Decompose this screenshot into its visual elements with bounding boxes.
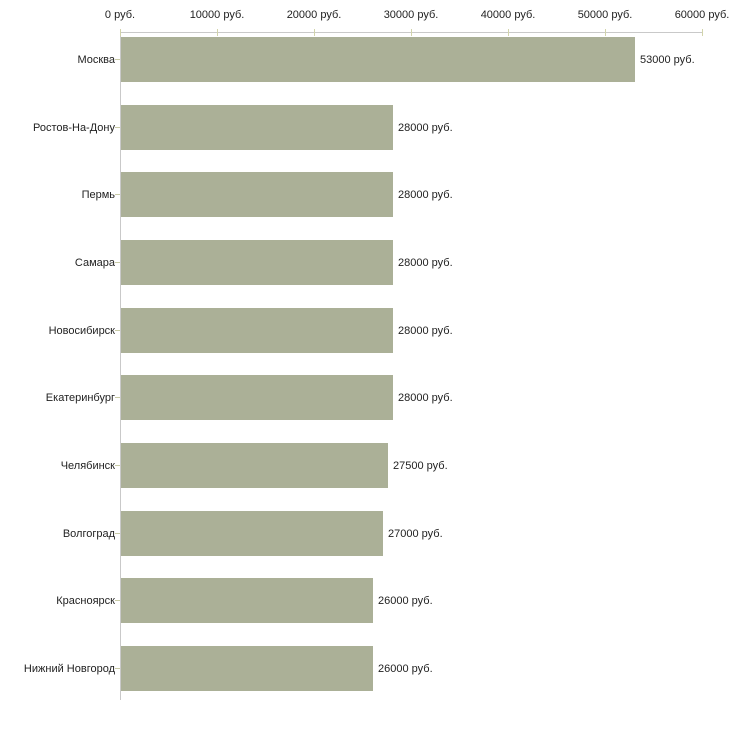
bar xyxy=(121,172,393,217)
y-axis-line xyxy=(120,32,121,700)
category-label: Волгоград xyxy=(62,527,115,540)
bar-value-label: 28000 руб. xyxy=(398,256,453,269)
category-tick xyxy=(115,668,120,669)
category-tick xyxy=(115,533,120,534)
x-axis-tick xyxy=(217,29,218,36)
category-label: Москва xyxy=(77,53,115,66)
category-tick xyxy=(115,127,120,128)
x-axis-tick xyxy=(120,29,121,36)
category-label: Челябинск xyxy=(60,459,115,472)
bar xyxy=(121,375,393,420)
x-axis-tick xyxy=(411,29,412,36)
bar-value-label: 28000 руб. xyxy=(398,324,453,337)
category-label: Красноярск xyxy=(56,594,115,607)
x-axis-tick-label: 10000 руб. xyxy=(189,9,245,21)
x-axis-tick xyxy=(508,29,509,36)
x-axis-tick xyxy=(605,29,606,36)
category-label: Ростов-На-Дону xyxy=(32,121,115,134)
category-tick xyxy=(115,59,120,60)
bar-value-label: 26000 руб. xyxy=(378,662,433,675)
bar xyxy=(121,105,393,150)
bar xyxy=(121,578,373,623)
x-axis-tick-label: 20000 руб. xyxy=(286,9,342,21)
category-label: Самара xyxy=(74,256,115,269)
bar xyxy=(121,308,393,353)
x-axis-tick xyxy=(314,29,315,36)
bar xyxy=(121,443,388,488)
category-label: Нижний Новгород xyxy=(23,662,115,675)
x-axis-tick-label: 0 руб. xyxy=(104,9,136,21)
x-axis-tick-label: 50000 руб. xyxy=(577,9,633,21)
bar xyxy=(121,37,635,82)
bar-value-label: 27500 руб. xyxy=(393,459,448,472)
category-tick xyxy=(115,262,120,263)
category-label: Екатеринбург xyxy=(45,391,115,404)
category-tick xyxy=(115,600,120,601)
category-tick xyxy=(115,194,120,195)
bar-value-label: 53000 руб. xyxy=(640,53,695,66)
x-axis-tick-label: 60000 руб. xyxy=(674,9,730,21)
bar-value-label: 26000 руб. xyxy=(378,594,433,607)
bar xyxy=(121,240,393,285)
category-tick xyxy=(115,397,120,398)
category-tick xyxy=(115,330,120,331)
bar-value-label: 27000 руб. xyxy=(388,527,443,540)
category-label: Пермь xyxy=(81,188,115,201)
category-label: Новосибирск xyxy=(48,324,115,337)
bar xyxy=(121,511,383,556)
category-tick xyxy=(115,465,120,466)
x-axis-tick-label: 40000 руб. xyxy=(480,9,536,21)
x-axis-tick xyxy=(702,29,703,36)
bar-value-label: 28000 руб. xyxy=(398,391,453,404)
bar xyxy=(121,646,373,691)
bar-value-label: 28000 руб. xyxy=(398,121,453,134)
bar-value-label: 28000 руб. xyxy=(398,188,453,201)
x-axis-tick-label: 30000 руб. xyxy=(383,9,439,21)
